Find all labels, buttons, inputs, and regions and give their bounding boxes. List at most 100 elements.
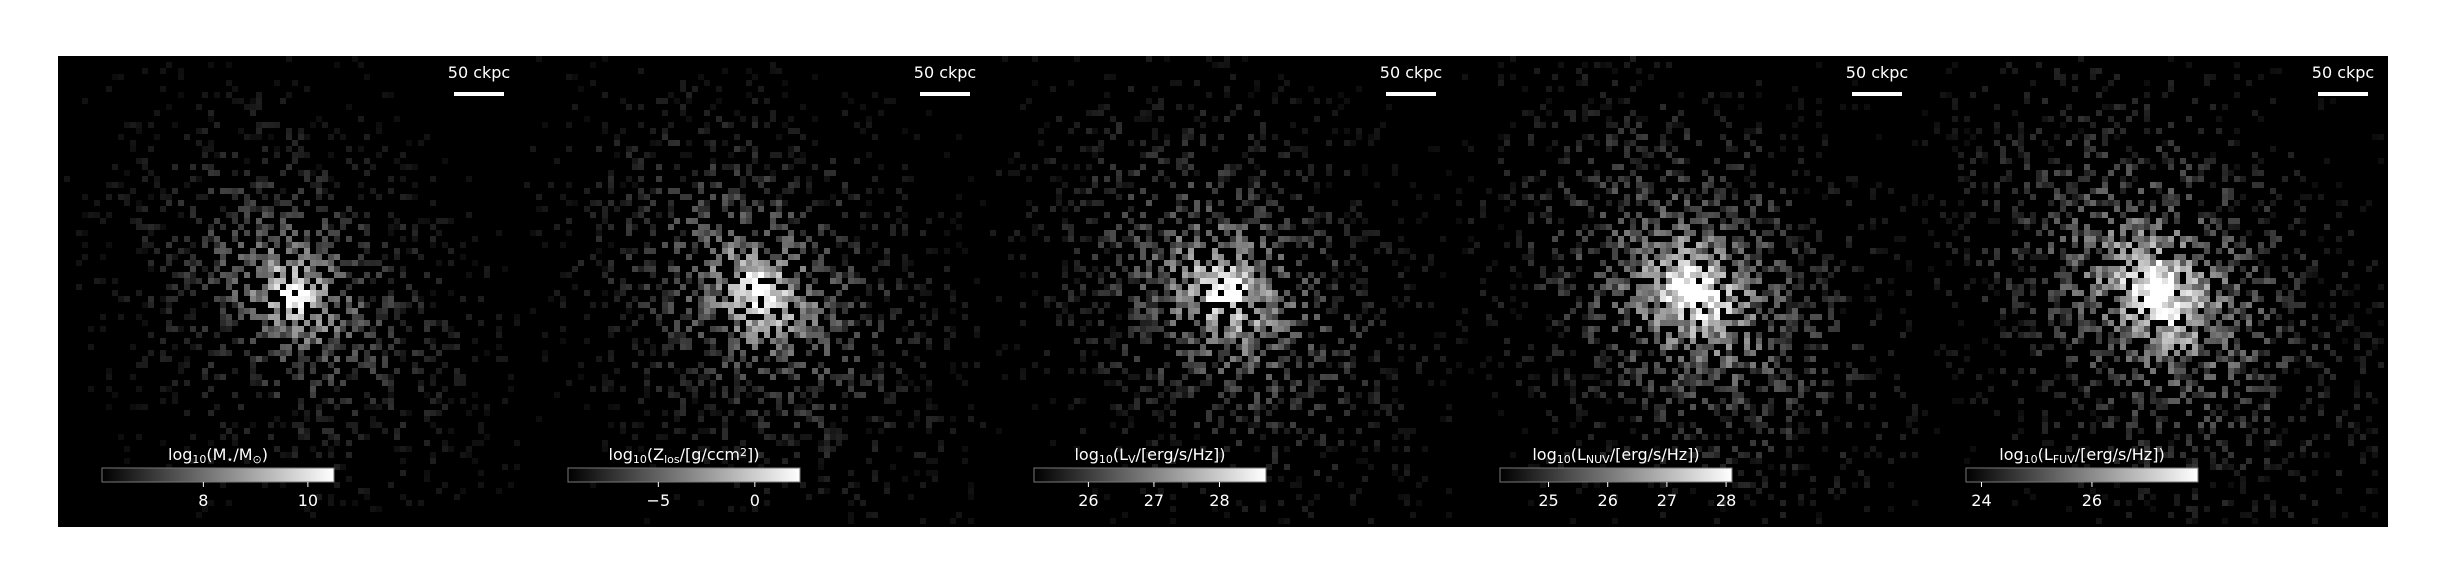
image-pixel	[944, 266, 950, 272]
image-pixel	[1876, 248, 1882, 254]
image-pixel	[746, 392, 752, 398]
image-pixel	[1266, 296, 1272, 302]
image-pixel	[1308, 362, 1314, 368]
image-pixel	[1636, 212, 1642, 218]
image-pixel	[1296, 242, 1302, 248]
image-pixel	[1630, 170, 1636, 176]
image-pixel	[1404, 296, 1410, 302]
image-pixel	[1630, 266, 1636, 272]
image-pixel	[1798, 278, 1804, 284]
image-pixel	[400, 164, 406, 170]
image-pixel	[1392, 164, 1398, 170]
image-pixel	[1612, 230, 1618, 236]
image-pixel	[794, 440, 800, 446]
image-pixel	[328, 134, 334, 140]
image-pixel	[1230, 314, 1236, 320]
image-pixel	[424, 356, 430, 362]
image-pixel	[1230, 320, 1236, 326]
image-pixel	[256, 218, 262, 224]
image-pixel	[1636, 182, 1642, 188]
image-pixel	[1056, 194, 1062, 200]
image-pixel	[1374, 440, 1380, 446]
image-pixel	[752, 308, 758, 314]
image-pixel	[878, 110, 884, 116]
image-pixel	[190, 212, 196, 218]
image-pixel	[1296, 398, 1302, 404]
image-pixel	[1678, 236, 1684, 242]
image-pixel	[1236, 374, 1242, 380]
image-pixel	[1104, 338, 1110, 344]
image-pixel	[1218, 176, 1224, 182]
image-pixel	[1636, 368, 1642, 374]
image-pixel	[842, 434, 848, 440]
image-pixel	[184, 278, 190, 284]
image-pixel	[1648, 74, 1654, 80]
image-pixel	[1642, 218, 1648, 224]
image-pixel	[1666, 212, 1672, 218]
image-pixel	[1218, 170, 1224, 176]
image-pixel	[1564, 188, 1570, 194]
image-pixel	[1272, 242, 1278, 248]
image-pixel	[782, 434, 788, 440]
image-pixel	[854, 356, 860, 362]
image-pixel	[824, 224, 830, 230]
image-pixel	[848, 242, 854, 248]
image-pixel	[1218, 212, 1224, 218]
image-pixel	[1588, 110, 1594, 116]
image-pixel	[1422, 476, 1428, 482]
image-pixel	[430, 242, 436, 248]
image-pixel	[328, 380, 334, 386]
image-pixel	[298, 170, 304, 176]
image-pixel	[1690, 320, 1696, 326]
image-pixel	[824, 314, 830, 320]
image-pixel	[1158, 218, 1164, 224]
image-pixel	[214, 266, 220, 272]
image-pixel	[1194, 290, 1200, 296]
image-pixel	[1248, 350, 1254, 356]
image-pixel	[1062, 260, 1068, 266]
image-pixel	[1804, 368, 1810, 374]
image-pixel	[1672, 296, 1678, 302]
image-pixel	[1690, 272, 1696, 278]
image-pixel	[536, 194, 542, 200]
image-pixel	[1732, 398, 1738, 404]
image-pixel	[184, 314, 190, 320]
image-pixel	[818, 260, 824, 266]
image-pixel	[752, 74, 758, 80]
image-pixel	[1224, 398, 1230, 404]
image-pixel	[1260, 242, 1266, 248]
image-pixel	[674, 320, 680, 326]
image-pixel	[1666, 302, 1672, 308]
image-pixel	[1834, 482, 1840, 488]
image-pixel	[1332, 302, 1338, 308]
image-pixel	[1122, 386, 1128, 392]
image-pixel	[1660, 308, 1666, 314]
image-pixel	[1368, 356, 1374, 362]
image-pixel	[1834, 320, 1840, 326]
image-pixel	[1636, 248, 1642, 254]
image-pixel	[1810, 488, 1816, 494]
image-pixel	[902, 128, 908, 134]
image-pixel	[794, 296, 800, 302]
image-pixel	[310, 272, 316, 278]
image-pixel	[1468, 218, 1474, 224]
image-pixel	[1206, 182, 1212, 188]
image-pixel	[1768, 182, 1774, 188]
image-pixel	[848, 512, 854, 518]
image-pixel	[1032, 224, 1038, 230]
image-pixel	[1864, 482, 1870, 488]
image-pixel	[358, 362, 364, 368]
image-pixel	[1732, 146, 1738, 152]
image-pixel	[1804, 296, 1810, 302]
image-pixel	[1840, 488, 1846, 494]
image-pixel	[1594, 290, 1600, 296]
image-pixel	[554, 290, 560, 296]
image-pixel	[460, 296, 466, 302]
image-pixel	[1756, 254, 1762, 260]
image-pixel	[1648, 218, 1654, 224]
image-pixel	[1768, 320, 1774, 326]
image-pixel	[734, 392, 740, 398]
image-pixel	[1308, 350, 1314, 356]
image-pixel	[944, 338, 950, 344]
image-pixel	[208, 278, 214, 284]
